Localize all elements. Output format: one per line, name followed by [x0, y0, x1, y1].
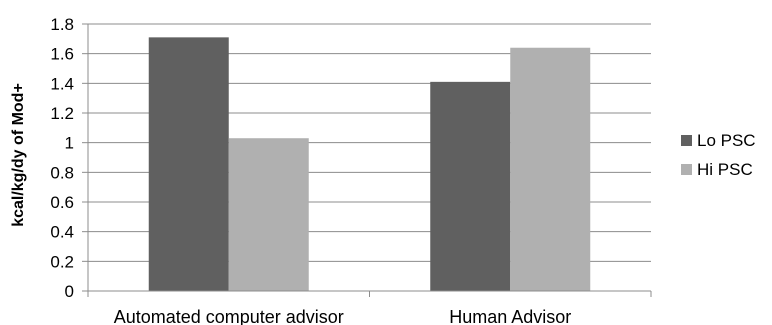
y-tick-label: 1 [65, 134, 74, 153]
x-category-labels: Automated computer advisor Human Advisor [114, 307, 572, 325]
bar [510, 47, 591, 291]
x-category-label: Automated computer advisor [114, 307, 344, 325]
bar [430, 81, 511, 291]
legend-swatch [681, 164, 692, 175]
bars [148, 37, 591, 291]
bar [228, 138, 309, 291]
y-tick-label: 0.4 [50, 223, 74, 242]
legend-swatch [681, 135, 692, 146]
y-tick-label: 0.8 [50, 163, 74, 182]
legend-label: Hi PSC [697, 160, 753, 179]
y-tick-label: 1.2 [50, 104, 74, 123]
x-category-label: Human Advisor [449, 307, 571, 325]
y-tick-label: 1.6 [50, 45, 74, 64]
y-axis-title: kcal/kg/dy of Mod+ [10, 83, 27, 227]
y-tick-label: 0.6 [50, 193, 74, 212]
legend-label: Lo PSC [697, 131, 756, 150]
y-tick-label: 1.4 [50, 74, 74, 93]
y-tick-label: 0 [65, 282, 74, 301]
y-tick-labels: 0 0.2 0.4 0.6 0.8 1 1.2 1.4 1.6 1.8 [50, 15, 74, 301]
bar [148, 37, 229, 291]
y-tick-label: 1.8 [50, 15, 74, 34]
y-tick-label: 0.2 [50, 252, 74, 271]
legend: Lo PSC Hi PSC [681, 131, 756, 179]
axes [87, 24, 652, 297]
